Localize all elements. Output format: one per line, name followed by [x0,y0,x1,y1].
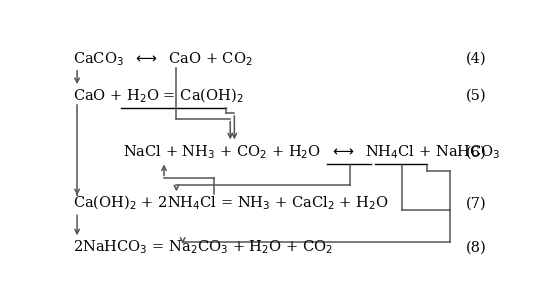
Text: NaCl + NH$_3$ + CO$_2$ + H$_2$O  $\longleftrightarrow$  NH$_4$Cl + NaHCO$_3$: NaCl + NH$_3$ + CO$_2$ + H$_2$O $\longle… [123,144,500,161]
Text: (4): (4) [466,52,486,66]
Text: (7): (7) [466,196,486,210]
Text: CaCO$_3$  $\longleftrightarrow$  CaO + CO$_2$: CaCO$_3$ $\longleftrightarrow$ CaO + CO$… [73,50,253,68]
Text: (8): (8) [466,240,487,254]
Text: CaO + H$_2$O = Ca(OH)$_2$: CaO + H$_2$O = Ca(OH)$_2$ [73,87,244,105]
Text: (5): (5) [466,89,486,103]
Text: Ca(OH)$_2$ + 2NH$_4$Cl = NH$_3$ + CaCl$_2$ + H$_2$O: Ca(OH)$_2$ + 2NH$_4$Cl = NH$_3$ + CaCl$_… [73,194,389,212]
Text: 2NaHCO$_3$ = Na$_2$CO$_3$ + H$_2$O + CO$_2$: 2NaHCO$_3$ = Na$_2$CO$_3$ + H$_2$O + CO$… [73,239,333,256]
Text: (6): (6) [466,146,487,159]
